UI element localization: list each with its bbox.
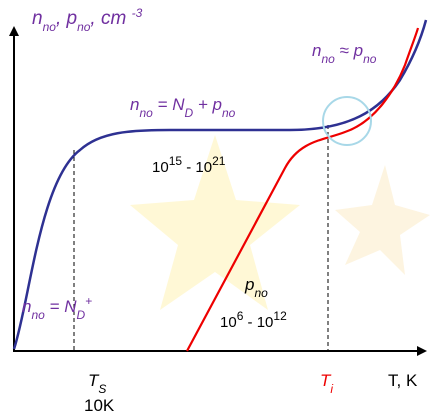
label-part: no [43, 20, 57, 34]
label-part: no [77, 20, 91, 34]
label-part: p [244, 275, 254, 294]
ti-label: Ti [320, 371, 333, 396]
label-part: no [222, 106, 236, 120]
label-part: no [321, 52, 335, 66]
label-part: n [130, 95, 139, 114]
label-part: - 10 [243, 314, 273, 331]
x-axis-label: T, K [388, 371, 418, 390]
label-part: i [330, 382, 333, 396]
label-part: n [22, 297, 31, 316]
label-part: n [312, 41, 321, 60]
label-part: S [98, 382, 106, 396]
label-part: ≈ p [335, 41, 363, 60]
label-part: 15 [169, 154, 183, 168]
label-part: no [363, 52, 377, 66]
equal-high-label: nno ≈ pno [312, 41, 377, 66]
label-part: , cm [90, 8, 131, 29]
p-range-label: 106 - 1012 [220, 309, 287, 331]
label-part: no [31, 308, 45, 322]
label-part: - 10 [182, 159, 212, 176]
label-part: = N [153, 95, 185, 114]
label-part: no [139, 106, 153, 120]
label-part: no [254, 286, 268, 300]
label-part: 21 [212, 154, 226, 168]
label-part: + [85, 294, 92, 308]
y-axis-label: nno, pno, cm -3 [32, 6, 143, 34]
background-star [335, 165, 430, 275]
label-part: n [32, 8, 43, 29]
diagram: nno, pno, cm -3 nno ≈ pno nno = ND + pno… [0, 0, 441, 417]
label-part: D [184, 106, 193, 120]
label-part: 12 [273, 309, 287, 323]
ts-label: TS [88, 371, 106, 396]
ts-value: 10K [84, 396, 115, 415]
label-part: , p [56, 8, 77, 29]
label-part: + p [193, 95, 222, 114]
label-part: D [76, 308, 85, 322]
page: {"axes": {"y_label": ["n", "no", ", p", … [0, 0, 441, 417]
label-part: 10 [220, 314, 237, 331]
label-part: = N [45, 297, 77, 316]
label-part: 10 [152, 159, 169, 176]
label-part: -3 [132, 6, 143, 20]
plateau-label: nno = ND + pno [130, 95, 236, 120]
low-temp-label: nno = ND+ [22, 294, 92, 322]
